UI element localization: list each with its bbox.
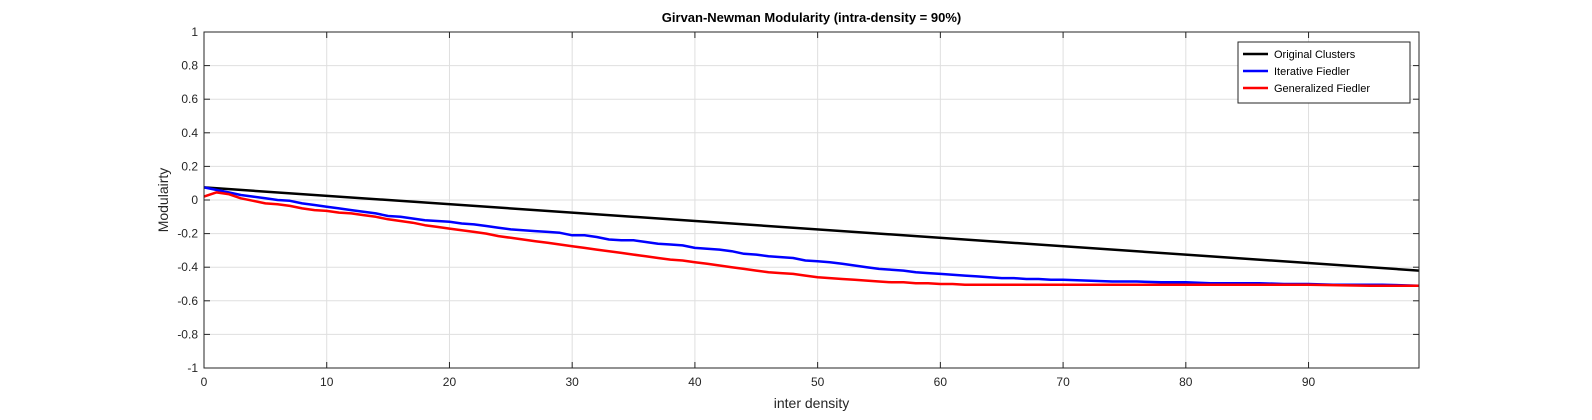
y-tick-labels: 1 0.8 0.6 0.4 0.2 0 -0.2 -0.4 -0.6 -0.8 -1 bbox=[177, 25, 198, 375]
x-tick-label: 40 bbox=[688, 375, 702, 389]
x-axis-title: inter density bbox=[774, 395, 849, 411]
y-tick-label: -0.4 bbox=[177, 260, 198, 274]
x-tick-label: 30 bbox=[566, 375, 580, 389]
y-tick-label: -0.6 bbox=[177, 294, 198, 308]
y-tick-label: 0 bbox=[191, 193, 198, 207]
x-tick-label: 80 bbox=[1179, 375, 1193, 389]
legend: Original Clusters Iterative Fiedler Genera… bbox=[1237, 41, 1411, 104]
series-line-1 bbox=[203, 186, 1420, 287]
x-tick-label: 90 bbox=[1302, 375, 1316, 389]
x-tick-label: 20 bbox=[443, 375, 457, 389]
x-tick-label: 10 bbox=[320, 375, 334, 389]
y-tick-label: -0.8 bbox=[177, 327, 198, 341]
series-line-2 bbox=[203, 191, 1419, 287]
y-tick-label: 0.8 bbox=[181, 59, 198, 73]
y-tick-label: -0.2 bbox=[177, 227, 198, 241]
legend-label: Original Clusters bbox=[1274, 49, 1356, 61]
y-axis-title: Modulairty bbox=[155, 168, 171, 233]
series-line-0 bbox=[203, 186, 1420, 272]
x-tick-label: 0 bbox=[201, 375, 208, 389]
series-lines bbox=[203, 186, 1420, 287]
y-tick-label: 0.6 bbox=[181, 92, 198, 106]
legend-label: Iterative Fiedler bbox=[1274, 66, 1350, 78]
legend-label: Generalized Fiedler bbox=[1274, 83, 1370, 95]
axis-ticks bbox=[203, 31, 1419, 369]
legend-box bbox=[1237, 41, 1411, 104]
y-tick-label: 1 bbox=[191, 25, 198, 39]
x-tick-label: 50 bbox=[811, 375, 825, 389]
y-tick-label: -1 bbox=[187, 361, 198, 375]
x-tick-label: 70 bbox=[1056, 375, 1070, 389]
y-tick-label: 0.2 bbox=[181, 159, 198, 173]
x-tick-labels: 0 10 20 30 40 50 60 70 80 90 bbox=[201, 375, 1316, 389]
y-tick-label: 0.4 bbox=[181, 126, 198, 140]
chart-title: Girvan-Newman Modularity (intra-density … bbox=[662, 10, 961, 25]
x-tick-label: 60 bbox=[934, 375, 948, 389]
